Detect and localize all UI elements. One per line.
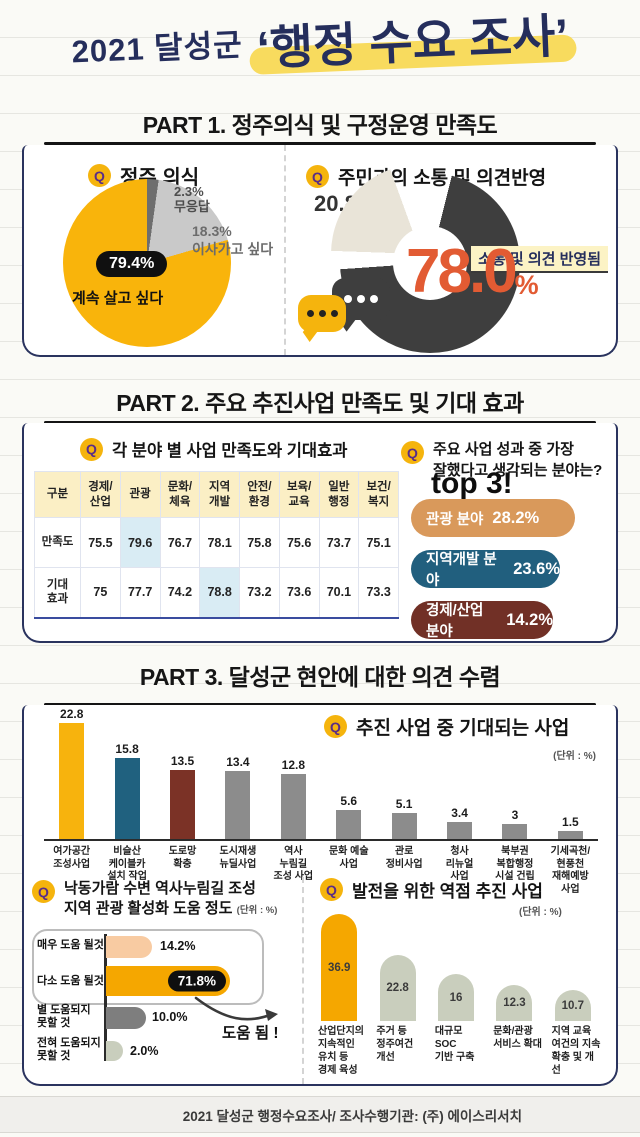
top3-question: 주요 사업 성과 중 가장 잘했다고 생각되는 분야는? [433,441,603,479]
development-priority-chart: Q 발전을 위한 역점 추진 사업 (단위 : %) 36.9 22.8 16 … [302,877,616,1084]
pie-main-value-badge: 79.4% [96,251,168,277]
unit-label: (단위 : %) [519,907,562,918]
top3-rank-2: 지역개발 분야 23.6% [411,550,560,589]
question-icon: Q [320,878,343,901]
part2-title: PART 2. 주요 추진사업 만족도 및 기대 효과 [116,390,524,416]
bar [170,770,196,839]
development-chart-title: 발전을 위한 역점 추진 사업 [352,882,543,901]
nakdong-chart-title: 낙동가람 수변 역사누림길 조성 지역 관광 활성화 도움 정도 (단위 : %… [64,880,278,918]
pie-label-move: 18.3% 이사가고 싶다 [192,223,274,257]
rounded-bar-chart: 36.9 22.8 16 12.3 10.7 [310,911,602,1021]
helps-annotation: 도움 됨 ! [222,1025,279,1042]
part3-card: Q 추진 사업 중 기대되는 사업 (단위 : %) 22.8 15.8 13.… [22,705,618,1086]
donut-tag-label: 소통 및 의견 반영됨 [471,246,608,273]
part1-title: PART 1. 정주의식 및 구정운영 만족도 [142,112,498,138]
bar [447,822,473,839]
donut-main-value: 78.0% [406,237,539,306]
part2-card: Q 각 분야 별 사업 만족도와 기대효과 구분 경제/ 산업 관광 문화/ 체… [22,423,618,643]
bar [336,810,362,839]
main-title: 2021 달성군 ‘행정 수요 조사’ [0,3,640,84]
hbar-value-badge: 71.8% [167,970,226,992]
bar: 36.9 [321,914,358,1021]
question-icon: Q [80,437,103,461]
question-icon: Q [88,164,111,187]
satisfaction-table: 구분 경제/ 산업 관광 문화/ 체육 지역 개발 안전/ 환경 보육/ 교육 … [34,471,399,619]
curved-arrow-icon [194,996,278,1021]
table-row-expected: 기대 효과 75 77.7 74.2 78.8 73.2 73.6 70.1 7… [34,567,399,619]
expected-chart-title: 추진 사업 중 기대되는 사업 [356,718,570,739]
part2-rule [44,421,596,424]
question-icon: Q [324,715,347,738]
expected-projects-chart: Q 추진 사업 중 기대되는 사업 (단위 : %) 22.8 15.8 13.… [24,705,616,895]
table-question: 각 분야 별 사업 만족도와 기대효과 [112,442,348,460]
question-icon: Q [401,441,424,464]
bar-chart-labels: 여가공간 조성사업 비슬산 케이블카 설치 작업 도로망 확충 도시재생 뉴딜사… [53,846,591,895]
nakdong-help-chart: Q 낙동가람 수변 역사누림길 조성 지역 관광 활성화 도움 정도 (단위 :… [24,877,302,1084]
bar [391,813,417,839]
main-title-prefix: 2021 달성군 [71,27,244,70]
pie-main-label: 계속 살고 싶다 [72,290,164,307]
rounded-bar-chart-labels: 산업단지의 지속적인 유치 등 경제 육성 주거 등 정주여건 개선 대규모 S… [318,1026,601,1076]
unit-label: (단위 : %) [553,751,596,762]
communication-donut-chart [331,164,520,353]
question-icon: Q [306,165,329,188]
pie-label-noanswer: 2.3% 무응답 [174,184,210,214]
footer-credit: 2021 달성군 행정수요조사/ 조사수행기관: (주) 에이스리서치 [0,1096,640,1133]
hbar [106,1041,123,1061]
main-title-highlighted: ‘행정 수요 조사’ [248,8,578,75]
hbar: 71.8% [106,966,230,996]
communication-chart: Q 주민과의 소통 및 의견반영 20.8% 소통 및 의견 반영됨 78.0% [284,145,616,355]
top3-rank-3: 경제/산업 분야 14.2% [411,601,553,640]
top3-title: top 3! [431,467,513,500]
bar [557,831,583,839]
bar: 22.8 [379,955,416,1021]
chart-axis-line [104,934,107,1061]
bar [280,774,306,839]
part1-card: Q 정주 의식 2.3% 무응답 18.3% 이사가고 싶다 79.4% 계속 … [22,145,618,357]
highlight-outline-box [32,929,264,1005]
part3-rule [44,703,596,706]
part3-title: PART 3. 달성군 현안에 대한 의견 수렴 [139,664,501,690]
top3-block: Q 주요 사업 성과 중 가장 잘했다고 생각되는 분야는? top 3! 관광… [399,423,616,641]
residence-chart: Q 정주 의식 2.3% 무응답 18.3% 이사가고 싶다 79.4% 계속 … [24,145,284,355]
satisfaction-table-block: Q 각 분야 별 사업 만족도와 기대효과 구분 경제/ 산업 관광 문화/ 체… [24,423,399,641]
donut-hole [393,226,467,300]
bar [502,824,528,839]
table-row-satisfaction: 만족도 75.5 79.6 76.7 78.1 75.8 75.6 73.7 7… [34,517,399,568]
bar: 12.3 [496,985,533,1021]
hbar [106,1007,146,1029]
bar [59,723,85,839]
bar [114,758,140,839]
top3-rank-1: 관광 분야 28.2% [411,499,575,537]
hbar [106,936,152,958]
bar: 16 [438,974,475,1021]
bar [225,771,251,839]
bar-chart: 22.8 15.8 13.5 13.4 12.8 5.6 5.1 3.4 3 1… [44,707,598,841]
bar: 10.7 [554,990,591,1021]
speech-bubble-icon-yellow [298,295,346,332]
question-icon: Q [32,880,55,903]
part1-rule [44,142,596,145]
table-header-row: 구분 경제/ 산업 관광 문화/ 체육 지역 개발 안전/ 환경 보육/ 교육 … [34,471,399,518]
